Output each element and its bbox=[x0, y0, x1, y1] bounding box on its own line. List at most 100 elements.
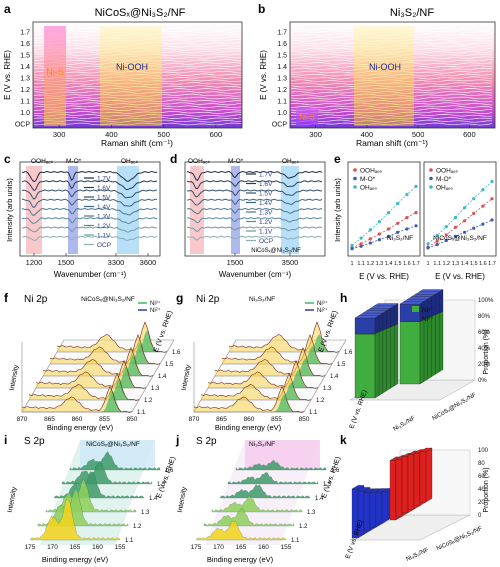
x-tick-label: 1.4 bbox=[385, 261, 393, 267]
x-tick-label: 860 bbox=[72, 416, 83, 423]
legend-label: OCP bbox=[259, 238, 273, 245]
panel-g-zticks: 1.1 1.2 1.3 1.4 1.5 1.6 bbox=[309, 350, 353, 416]
legend-label: 1.5V bbox=[259, 191, 273, 198]
ni2-bar-0-4-side bbox=[390, 324, 395, 389]
ni2-bar-1-3-side bbox=[431, 314, 436, 378]
xps-s-trace bbox=[203, 507, 295, 527]
y-tick-label: 1.4 bbox=[20, 64, 30, 71]
data-point bbox=[472, 211, 476, 216]
xps-ni3-peak bbox=[268, 394, 298, 412]
data-point bbox=[368, 237, 372, 241]
panel-f-legend: Ni³⁺Ni²⁺ bbox=[138, 300, 161, 314]
k-bar-1-1-front bbox=[395, 458, 403, 517]
y-tick-label: 40 bbox=[478, 487, 485, 493]
x-tick-label: 870 bbox=[189, 416, 200, 423]
panel-e-right-sample: NiCoSₓ@Ni₃S₂/NF bbox=[433, 235, 487, 242]
panel-g-legend: Ni³⁺Ni²⁺ bbox=[305, 300, 328, 314]
data-point bbox=[435, 243, 439, 247]
legend-label: Ni³⁺ bbox=[422, 307, 434, 314]
data-point bbox=[350, 247, 354, 251]
x-tick-label: 3300 bbox=[108, 258, 125, 267]
legend-label: 1.2V bbox=[97, 223, 111, 230]
panel-e-right-series bbox=[426, 179, 494, 250]
data-point bbox=[463, 219, 467, 223]
panel-a-xticks: 300 400 500 600 bbox=[53, 125, 222, 139]
y-tick-label: 1.7 bbox=[20, 30, 30, 37]
panel-j-xticks: 175 170 165 160 155 bbox=[191, 544, 292, 551]
data-point bbox=[444, 238, 448, 243]
xps-raw-data bbox=[42, 346, 154, 377]
panel-h-legend: Ni³⁺ Ni²⁺ bbox=[412, 306, 434, 323]
ir-trace bbox=[21, 226, 158, 233]
data-point bbox=[414, 211, 418, 215]
panel-g-element: Ni 2p bbox=[196, 294, 220, 305]
panel-d-sample: NiCoSₓ@Ni₃S₂/NF bbox=[251, 248, 301, 254]
x-tick-label: 855 bbox=[99, 416, 110, 423]
data-point bbox=[387, 227, 391, 231]
panel-letter-k: k bbox=[340, 433, 347, 447]
data-point bbox=[350, 243, 354, 247]
panel-h-ylabel: Proportion (%) bbox=[483, 329, 490, 374]
ni2-bar-0-2-side bbox=[382, 328, 387, 394]
xps-ni3-peak bbox=[124, 342, 154, 364]
x-tick-label: 860 bbox=[244, 416, 255, 423]
x-tick-label: 1.7 bbox=[412, 261, 420, 267]
x-tick-label: 850 bbox=[127, 416, 138, 423]
x-tick-label: 165 bbox=[70, 544, 81, 551]
x-tick-label: 1.5 bbox=[394, 261, 402, 267]
ir-trace bbox=[186, 226, 323, 233]
panel-d-band-mo bbox=[231, 166, 240, 254]
data-point bbox=[359, 236, 363, 240]
ir-trace bbox=[21, 217, 158, 225]
panel-f-element: Ni 2p bbox=[24, 294, 48, 305]
legend-label: 1.2V bbox=[259, 219, 273, 226]
panel-f-xlabel: Binding energy (eV) bbox=[47, 423, 114, 432]
x-tick-label: 1.7 bbox=[488, 261, 496, 267]
panel-a-xlabel: Raman shift (cm⁻¹) bbox=[101, 138, 173, 148]
x-tick-label: 1.2 bbox=[366, 261, 374, 267]
xps-envelope-fill bbox=[194, 387, 304, 412]
z-tick-label: 1.5 bbox=[165, 362, 174, 368]
y-tick-label: 100% bbox=[478, 298, 494, 304]
legend-label: M-O* bbox=[360, 176, 376, 183]
data-point bbox=[444, 233, 448, 237]
panel-a-nis-band bbox=[44, 26, 66, 126]
data-point bbox=[490, 218, 494, 222]
data-point bbox=[359, 242, 363, 246]
z-tick-label: 1.4 bbox=[330, 374, 339, 380]
xps-s-trace bbox=[235, 459, 327, 471]
ni3-bar-0-0-side bbox=[374, 315, 380, 335]
panel-h: h Ni³⁺ Ni²⁺ 0% 20% 40% 60% 80% 100% Proportion… bbox=[340, 289, 494, 433]
legend-label: Ni²⁺ bbox=[422, 316, 434, 323]
panel-letter-i: i bbox=[4, 433, 7, 447]
data-point bbox=[426, 242, 430, 246]
panel-c-band-oh bbox=[117, 166, 139, 254]
data-point bbox=[368, 241, 372, 245]
panel-d-legend: 1.7V 1.6V 1.5V 1.4V 1.3V 1.2V 1.1V OCP bbox=[246, 172, 273, 245]
x-tick-label: 3500 bbox=[282, 258, 299, 267]
legend-label: 1.3V bbox=[259, 210, 273, 217]
panel-letter-a: a bbox=[4, 2, 11, 16]
y-tick-label: 1.5 bbox=[20, 53, 30, 60]
k-bar-1-3-front bbox=[407, 454, 415, 510]
legend-label: 1.4V bbox=[259, 200, 273, 207]
k-bar-0-5-front bbox=[381, 491, 389, 521]
xps-ni3-peak bbox=[103, 378, 133, 400]
panel-letter-e: e bbox=[334, 152, 341, 166]
y-tick-label: 1.6 bbox=[20, 41, 30, 48]
panel-k-yticks: 0 20 40 60 80 100 bbox=[478, 448, 489, 519]
xps-s-trace bbox=[227, 472, 319, 485]
xps-ni3-peak bbox=[117, 354, 147, 376]
legend-marker bbox=[353, 185, 357, 189]
legend-label: OOHₐₑₛ bbox=[360, 167, 383, 174]
ir-trace bbox=[186, 189, 323, 198]
z-tick-label: 1.2 bbox=[316, 398, 325, 404]
panel-b-label-niooh: Ni-OOH bbox=[369, 62, 401, 72]
z-tick-label: 1.5 bbox=[337, 362, 346, 368]
data-point bbox=[481, 204, 485, 208]
panel-c-band-label-oh: OHₐₑₛ bbox=[121, 158, 139, 165]
data-point bbox=[444, 225, 448, 229]
x-tick-label: 175 bbox=[191, 544, 202, 551]
ni3-bar-0-1-side bbox=[378, 312, 383, 333]
panel-c-legend: 1.7V 1.6V 1.5V 1.4V 1.3V 1.2V 1.1V OCP bbox=[84, 176, 111, 249]
